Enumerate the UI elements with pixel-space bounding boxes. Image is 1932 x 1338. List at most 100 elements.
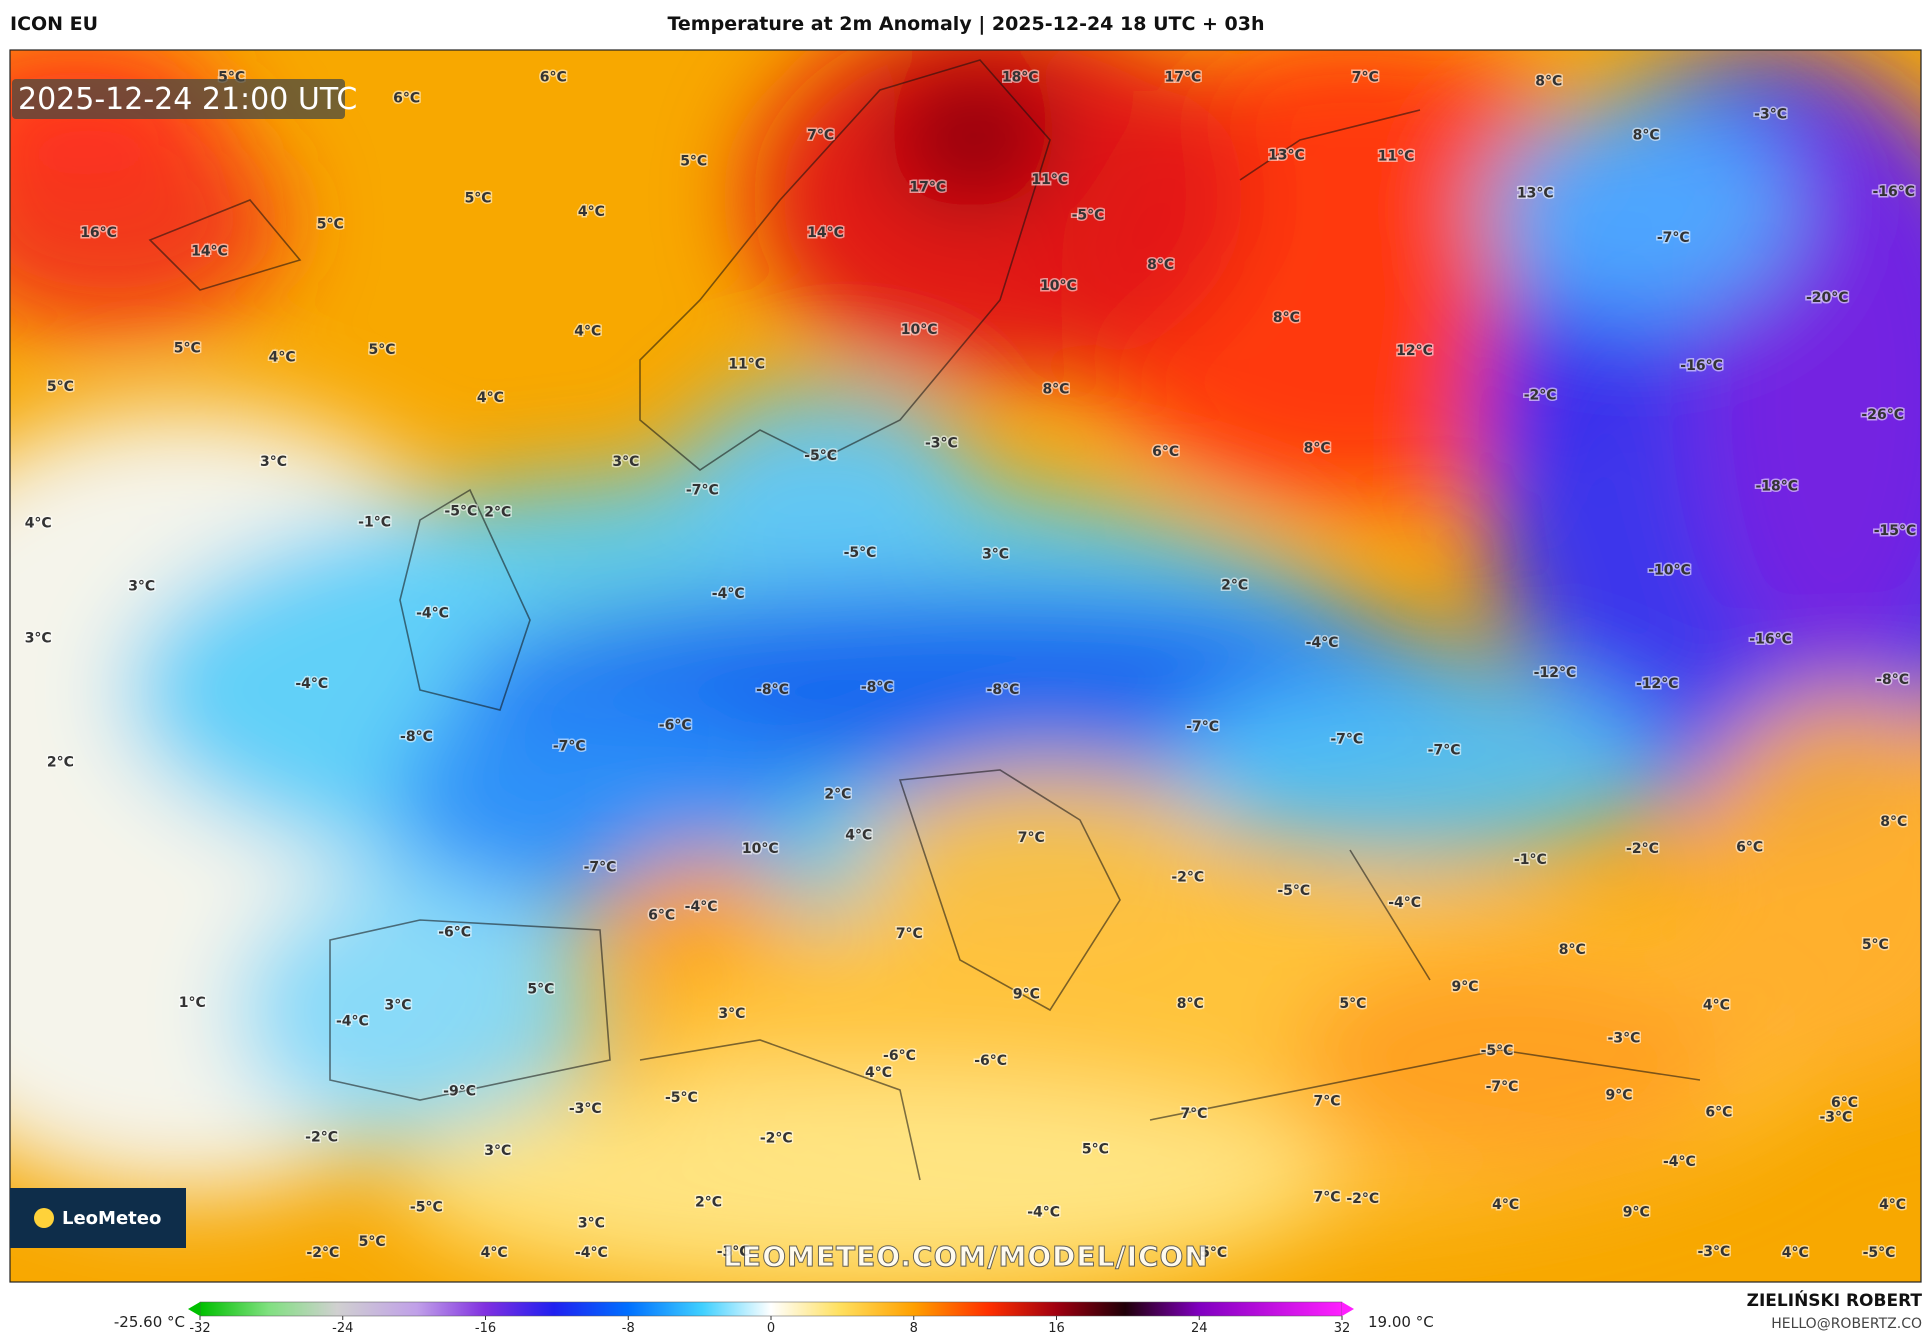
temperature-label: -26°C xyxy=(1861,407,1904,423)
temperature-label: 6°C xyxy=(393,91,420,107)
temperature-label: 3°C xyxy=(982,546,1009,562)
anomaly-blob xyxy=(862,763,1233,962)
email: HELLO@ROBERTZ.CO xyxy=(1771,1316,1922,1332)
temperature-label: -2°C xyxy=(1626,841,1659,857)
temperature-label: -2°C xyxy=(306,1245,339,1261)
colorbar-tick-label: 32 xyxy=(1334,1321,1351,1336)
colorbar-tick-label: -24 xyxy=(332,1321,353,1336)
temperature-label: 4°C xyxy=(1703,997,1730,1013)
temperature-label: -16°C xyxy=(1680,358,1723,374)
temperature-label: -1°C xyxy=(358,514,391,530)
map: 6°C 6°C 5°C 18°C 17°C 7°C 8°C -3°C 8°C 7°C 5°C 13°C… xyxy=(10,50,1921,1282)
anomaly-blob xyxy=(677,381,974,580)
watermark: LEOMETEO.COM/MODEL/ICON xyxy=(723,1240,1209,1273)
temperature-label: -4°C xyxy=(416,606,449,622)
temperature-label: 4°C xyxy=(845,827,872,843)
temperature-label: 9°C xyxy=(1623,1204,1650,1220)
temperature-label: -12°C xyxy=(1636,676,1679,692)
colorbar-tick-label: 16 xyxy=(1048,1321,1065,1336)
temperature-label: 5°C xyxy=(47,379,74,395)
temperature-label: -4°C xyxy=(336,1013,369,1029)
temperature-label: 10°C xyxy=(1040,278,1077,294)
temperature-label: 4°C xyxy=(1879,1197,1906,1213)
temperature-label: -5°C xyxy=(1277,883,1310,899)
temperature-label: 11°C xyxy=(1031,172,1068,188)
temperature-label: 8°C xyxy=(1273,310,1300,326)
model-name: ICON EU xyxy=(10,13,98,35)
colorbar-tick-label: 24 xyxy=(1191,1321,1208,1336)
temperature-label: -8°C xyxy=(1876,672,1909,688)
logo-text: LeoMeteo xyxy=(62,1208,161,1229)
temperature-label: 4°C xyxy=(1492,1197,1519,1213)
anomaly-blob xyxy=(394,1071,1331,1282)
temperature-label: 12°C xyxy=(1396,343,1433,359)
temperature-label: 3°C xyxy=(260,454,287,470)
temperature-label: 5°C xyxy=(1082,1142,1109,1158)
temperature-label: 7°C xyxy=(896,926,923,942)
temperature-label: 5°C xyxy=(1862,937,1889,953)
temperature-label: 6°C xyxy=(1705,1105,1732,1121)
colorbar-tick-label: 8 xyxy=(910,1321,918,1336)
temperature-label: 5°C xyxy=(317,216,344,232)
temperature-label: 11°C xyxy=(1378,148,1415,164)
temperature-label: -5°C xyxy=(444,503,477,519)
temperature-label: -8°C xyxy=(400,729,433,745)
temperature-label: 4°C xyxy=(269,349,296,365)
temperature-label: 8°C xyxy=(1042,381,1069,397)
colorbar-ticks: -32 -24 -16 -8 0 8 16 24 32 xyxy=(189,1316,1350,1336)
colorbar-tick-label: -32 xyxy=(189,1321,210,1336)
temperature-label: 4°C xyxy=(1782,1245,1809,1261)
colorbar-extend-low xyxy=(188,1302,200,1316)
temperature-label: -16°C xyxy=(1749,631,1792,647)
temperature-label: 5°C xyxy=(368,342,395,358)
temperature-label: -4°C xyxy=(1306,635,1339,651)
temperature-label: 6°C xyxy=(1152,444,1179,460)
temperature-label: 7°C xyxy=(1352,70,1379,86)
temperature-label: 8°C xyxy=(1880,814,1907,830)
temperature-label: -6°C xyxy=(438,925,471,941)
temperature-label: -4°C xyxy=(1027,1204,1060,1220)
temperature-label: 10°C xyxy=(901,322,938,338)
temperature-label: 7°C xyxy=(1018,830,1045,846)
temperature-label: 1°C xyxy=(179,995,206,1011)
colorbar-max: 19.00 °C xyxy=(1368,1313,1434,1331)
anomaly-blob xyxy=(1293,948,1738,1171)
temperature-label: 18°C xyxy=(1002,70,1039,86)
temperature-label: -5°C xyxy=(804,448,837,464)
temperature-label: -7°C xyxy=(1486,1079,1519,1095)
temperature-label: 16°C xyxy=(80,225,117,241)
temperature-label: 4°C xyxy=(477,390,504,406)
temperature-label: 6°C xyxy=(1831,1095,1858,1111)
temperature-label: -16°C xyxy=(1873,184,1916,200)
temperature-label: 14°C xyxy=(807,225,844,241)
anomaly-blob xyxy=(887,61,1060,210)
temperature-label: 3°C xyxy=(718,1006,745,1022)
temperature-label: 14°C xyxy=(191,243,228,259)
temperature-label: -8°C xyxy=(756,682,789,698)
temperature-label: -12°C xyxy=(1534,665,1577,681)
temperature-label: 3°C xyxy=(484,1143,511,1159)
temperature-label: -2°C xyxy=(305,1129,338,1145)
temperature-label: 5°C xyxy=(1200,1245,1227,1261)
temperature-label: 17°C xyxy=(1164,70,1201,86)
timestamp: 2025-12-24 21:00 UTC xyxy=(18,82,357,117)
anomaly-blob xyxy=(1170,665,1664,863)
temperature-label: 9°C xyxy=(1013,986,1040,1002)
temperature-label: 5°C xyxy=(527,981,554,997)
logo-sun xyxy=(34,1208,54,1228)
anomaly-blob xyxy=(1478,98,1799,321)
colorbar-tick-label: -8 xyxy=(622,1321,635,1336)
temperature-label: 3°C xyxy=(578,1216,605,1232)
temperature-label: -9°C xyxy=(443,1084,476,1100)
temperature-label: -5°C xyxy=(1481,1043,1514,1059)
temperature-label: 7°C xyxy=(1314,1094,1341,1110)
temperature-label: 7°C xyxy=(1180,1106,1207,1122)
temperature-label: 5°C xyxy=(174,341,201,357)
temperature-label: -7°C xyxy=(1428,742,1461,758)
temperature-label: 13°C xyxy=(1268,147,1305,163)
temperature-label: -4°C xyxy=(712,586,745,602)
temperature-label: -4°C xyxy=(575,1245,608,1261)
temperature-label: -3°C xyxy=(1697,1244,1730,1260)
temperature-label: 2°C xyxy=(484,505,511,521)
author: ZIELIŃSKI ROBERT xyxy=(1747,1289,1923,1311)
